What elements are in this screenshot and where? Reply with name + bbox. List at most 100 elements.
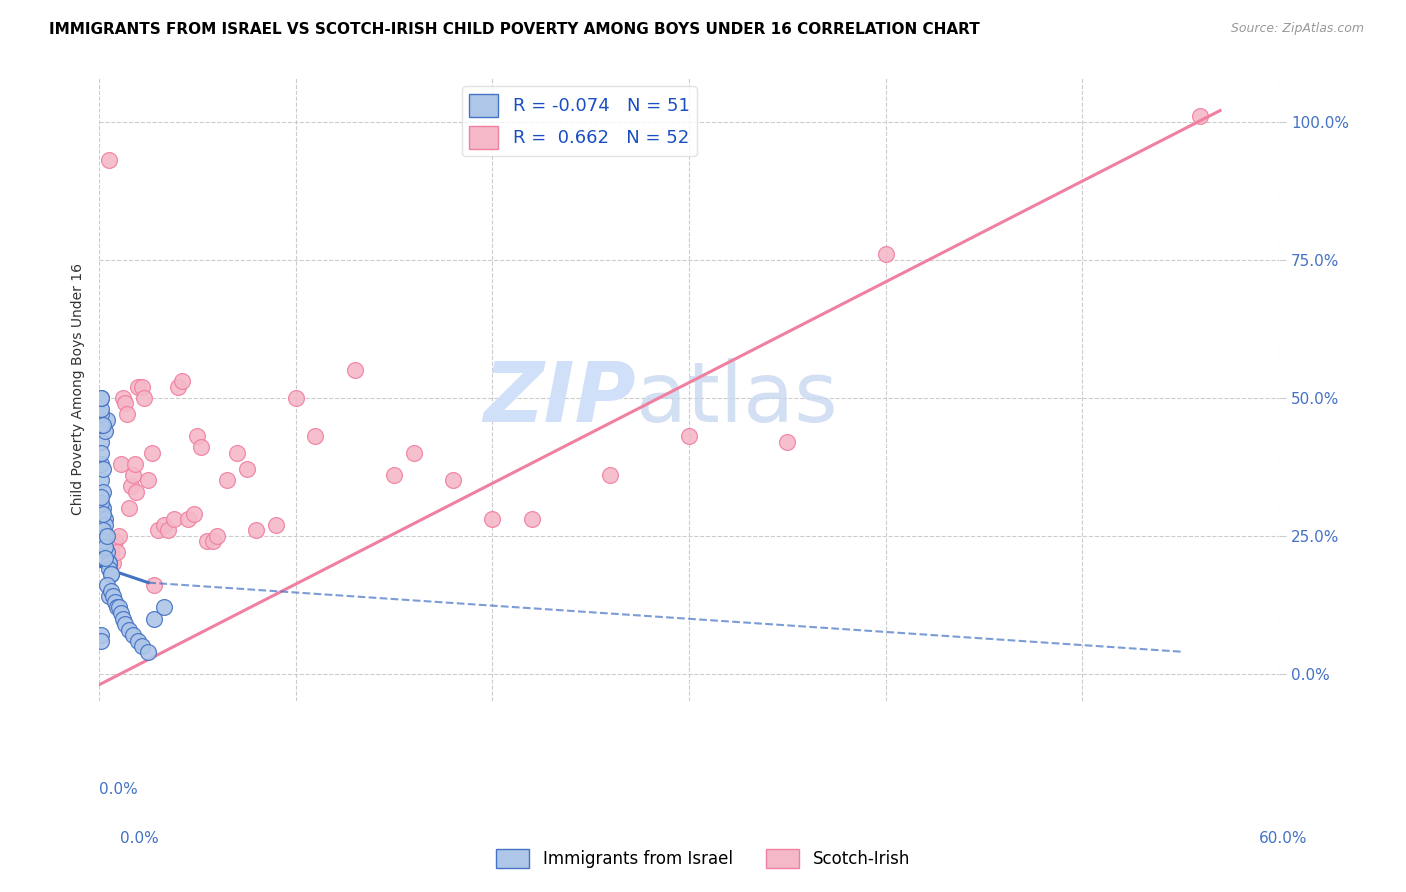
- Point: [90, 434, 112, 449]
- Point: [94, 424, 117, 438]
- Point: [90, 490, 112, 504]
- Point: [94, 517, 117, 532]
- Point: [111, 611, 134, 625]
- Point: [382, 467, 405, 482]
- Point: [195, 534, 218, 549]
- Point: [304, 429, 326, 443]
- Point: [1189, 109, 1212, 123]
- Point: [90, 401, 112, 416]
- Point: [91, 507, 114, 521]
- Point: [91, 523, 114, 537]
- Text: Source: ZipAtlas.com: Source: ZipAtlas.com: [1230, 22, 1364, 36]
- Point: [402, 446, 425, 460]
- Point: [134, 391, 156, 405]
- Point: [153, 600, 176, 615]
- Legend: R = -0.074   N = 51, R =  0.662   N = 52: R = -0.074 N = 51, R = 0.662 N = 52: [463, 87, 697, 156]
- Point: [117, 501, 139, 516]
- Point: [97, 562, 120, 576]
- Point: [225, 446, 247, 460]
- Point: [100, 583, 122, 598]
- Text: IMMIGRANTS FROM ISRAEL VS SCOTCH-IRISH CHILD POVERTY AMONG BOYS UNDER 16 CORRELA: IMMIGRANTS FROM ISRAEL VS SCOTCH-IRISH C…: [49, 22, 980, 37]
- Point: [156, 523, 179, 537]
- Point: [97, 590, 120, 604]
- Point: [97, 153, 120, 168]
- Point: [875, 247, 897, 261]
- Point: [131, 639, 153, 653]
- Point: [166, 379, 188, 393]
- Point: [136, 645, 159, 659]
- Point: [97, 557, 120, 571]
- Point: [104, 534, 127, 549]
- Point: [96, 529, 118, 543]
- Y-axis label: Child Poverty Among Boys Under 16: Child Poverty Among Boys Under 16: [72, 263, 86, 516]
- Point: [215, 474, 238, 488]
- Point: [202, 534, 225, 549]
- Point: [143, 578, 166, 592]
- Point: [125, 484, 148, 499]
- Point: [90, 474, 112, 488]
- Point: [776, 434, 799, 449]
- Point: [100, 545, 122, 559]
- Point: [121, 628, 143, 642]
- Point: [96, 413, 118, 427]
- Point: [90, 391, 112, 405]
- Point: [114, 396, 136, 410]
- Point: [105, 600, 128, 615]
- Point: [91, 418, 114, 433]
- Point: [170, 374, 193, 388]
- Point: [146, 523, 169, 537]
- Point: [441, 474, 464, 488]
- Text: ZIP: ZIP: [484, 359, 636, 439]
- Point: [90, 495, 112, 509]
- Text: atlas: atlas: [636, 359, 838, 439]
- Point: [100, 567, 122, 582]
- Point: [90, 457, 112, 471]
- Point: [111, 391, 134, 405]
- Point: [678, 429, 700, 443]
- Point: [343, 363, 366, 377]
- Point: [96, 545, 118, 559]
- Text: 0.0%: 0.0%: [120, 831, 159, 846]
- Point: [96, 578, 118, 592]
- Point: [90, 391, 112, 405]
- Point: [104, 595, 127, 609]
- Point: [91, 534, 114, 549]
- Point: [141, 446, 163, 460]
- Point: [90, 407, 112, 421]
- Point: [90, 633, 112, 648]
- Point: [110, 606, 132, 620]
- Point: [101, 557, 124, 571]
- Point: [94, 529, 117, 543]
- Point: [136, 474, 159, 488]
- Point: [120, 479, 142, 493]
- Text: 60.0%: 60.0%: [1260, 831, 1308, 846]
- Point: [91, 462, 114, 476]
- Point: [143, 611, 166, 625]
- Point: [176, 512, 198, 526]
- Point: [127, 379, 149, 393]
- Point: [94, 550, 117, 565]
- Point: [127, 633, 149, 648]
- Point: [124, 457, 146, 471]
- Point: [264, 517, 287, 532]
- Point: [235, 462, 257, 476]
- Point: [481, 512, 503, 526]
- Point: [520, 512, 543, 526]
- Point: [91, 484, 114, 499]
- Point: [205, 529, 228, 543]
- Point: [599, 467, 621, 482]
- Point: [105, 545, 128, 559]
- Point: [153, 517, 176, 532]
- Legend: Immigrants from Israel, Scotch-Irish: Immigrants from Israel, Scotch-Irish: [489, 842, 917, 875]
- Point: [117, 623, 139, 637]
- Point: [97, 557, 120, 571]
- Point: [183, 507, 205, 521]
- Point: [186, 429, 208, 443]
- Point: [284, 391, 307, 405]
- Point: [107, 600, 129, 615]
- Point: [110, 457, 132, 471]
- Point: [101, 590, 124, 604]
- Point: [90, 418, 112, 433]
- Text: 0.0%: 0.0%: [100, 782, 138, 797]
- Point: [114, 617, 136, 632]
